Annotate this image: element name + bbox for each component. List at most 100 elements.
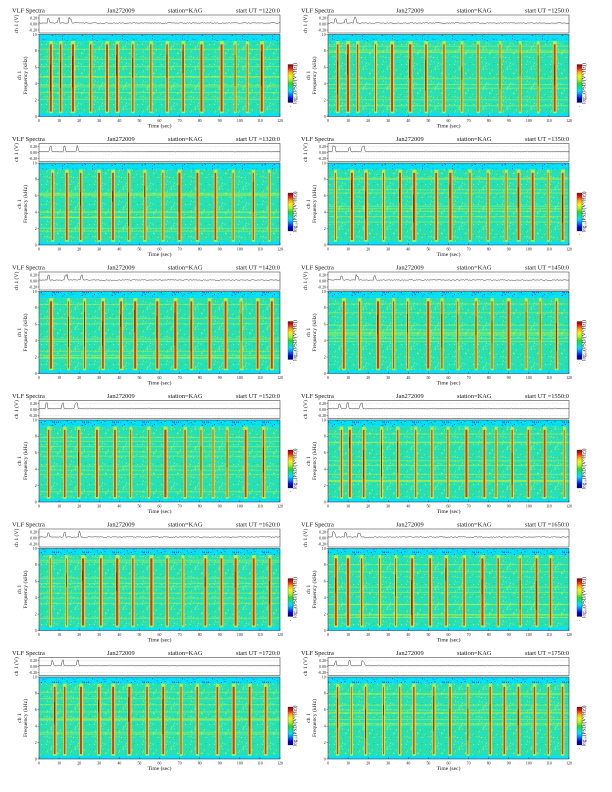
burst-core [429, 558, 432, 626]
burst-peak [349, 436, 350, 449]
trace-tick-label: 0.00 [319, 22, 326, 26]
burst-peak [363, 450, 364, 479]
trace-line [38, 16, 281, 24]
panel-date: Jan272009 [396, 136, 424, 143]
freq-tick-label: 2 [35, 355, 37, 359]
time-tick-label: 70 [178, 762, 182, 766]
time-axis-label: Time (sec) [148, 508, 172, 515]
trace-line [38, 145, 281, 153]
colorbar-label: log₁₀(PSD/(V²/Hz)) [292, 705, 299, 746]
colorbar-tick: - [579, 233, 581, 237]
trace-tick-label: 0.20 [30, 273, 37, 277]
colorbar-tick: - [290, 490, 292, 494]
time-axis-label: Time (sec) [437, 508, 461, 515]
time-tick-label: 0 [38, 762, 40, 766]
time-tick-label: 100 [526, 633, 532, 637]
time-tick-label: 90 [218, 762, 222, 766]
time-tick-label: 80 [487, 633, 491, 637]
freq-tick-label: 0 [35, 757, 37, 761]
panel-date: Jan272009 [396, 522, 424, 529]
panel-title: VLF Spectra [12, 265, 45, 272]
burst-core [144, 172, 146, 241]
time-tick-label: 10 [346, 762, 350, 766]
freq-axis-label: Frequency (kHz) [311, 570, 318, 608]
trace-y-label: ch 1 (V) [13, 272, 20, 291]
burst-peak [535, 580, 537, 610]
burst-core [134, 301, 137, 369]
burst-core [96, 429, 98, 498]
time-tick-label: 50 [426, 505, 430, 509]
burst-peak [182, 51, 184, 74]
burst-peak [383, 704, 384, 716]
burst-core [364, 172, 367, 241]
freq-tick-label: 2 [324, 484, 326, 488]
burst-core [112, 172, 114, 241]
time-tick-label: 110 [257, 376, 263, 380]
freq-axis-label: Frequency (kHz) [22, 570, 29, 608]
colorbar [576, 449, 583, 489]
burst-core [106, 44, 108, 112]
burst-peak [397, 441, 398, 473]
time-tick-label: 30 [97, 119, 101, 123]
time-tick-label: 60 [158, 248, 162, 252]
trace-y-label: ch 1 (V) [13, 15, 20, 34]
burst-core [63, 429, 66, 498]
high-freq-texture [39, 420, 280, 427]
panel-station: station=KAG [168, 522, 203, 529]
time-tick-label: 40 [117, 762, 121, 766]
burst-peak [84, 311, 85, 347]
time-tick-label: 110 [546, 762, 552, 766]
colorbar-tick: - [290, 362, 292, 366]
panel-date: Jan272009 [396, 8, 424, 15]
colorbar-tick: - [290, 105, 292, 109]
time-tick-label: 40 [117, 248, 121, 252]
panel-start-time: start UT =1350:0 [525, 136, 569, 143]
burst-core [234, 558, 237, 626]
burst-core [377, 301, 380, 369]
time-tick-label: 20 [77, 248, 81, 252]
trace-tick-label: -0.20 [29, 28, 37, 32]
time-tick-label: 50 [426, 633, 430, 637]
burst-peak [351, 180, 352, 209]
trace-line [327, 531, 570, 538]
time-axis-label: Time (sec) [148, 637, 172, 644]
burst-core [146, 686, 148, 755]
panel-title: VLF Spectra [301, 136, 334, 143]
time-tick-label: 70 [467, 376, 471, 380]
colorbar-label: log₁₀(PSD/(V²/Hz)) [292, 320, 299, 361]
burst-peak [240, 313, 242, 341]
freq-tick-label: 6 [35, 580, 37, 584]
spectral-band [39, 491, 280, 493]
channel-label: ch 1 [306, 585, 312, 595]
time-tick-label: 50 [137, 376, 141, 380]
time-tick-label: 100 [237, 633, 243, 637]
burst-core [346, 558, 350, 626]
freq-tick-label: 6 [324, 708, 326, 712]
burst-core [246, 44, 248, 112]
time-tick-label: 30 [97, 248, 101, 252]
panel-9: VLF Spectra Jan272009 station=KAG start UT … [12, 522, 299, 644]
spectral-band [39, 704, 280, 706]
trace-line [327, 145, 570, 153]
time-tick-label: 110 [546, 633, 552, 637]
time-axis-label: Time (sec) [437, 765, 461, 772]
freq-tick-label: 8 [35, 49, 37, 53]
burst-core [336, 44, 339, 112]
freq-tick-label: 8 [35, 692, 37, 696]
burst-core [449, 172, 452, 241]
burst-core [184, 429, 186, 498]
burst-core [497, 558, 499, 626]
time-tick-label: 100 [526, 376, 532, 380]
freq-axis-label: Frequency (kHz) [22, 56, 29, 94]
time-tick-label: 0 [327, 505, 329, 509]
trace-tick-label: -0.20 [29, 671, 37, 675]
time-tick-label: 10 [57, 248, 61, 252]
burst-core [148, 429, 150, 498]
spectral-band [39, 211, 280, 213]
channel-label: ch 1 [17, 71, 23, 81]
freq-tick-label: 8 [324, 306, 326, 310]
spectral-band [328, 49, 569, 51]
burst-core [533, 686, 536, 755]
high-freq-texture [328, 677, 569, 684]
freq-tick-label: 4 [324, 211, 326, 215]
